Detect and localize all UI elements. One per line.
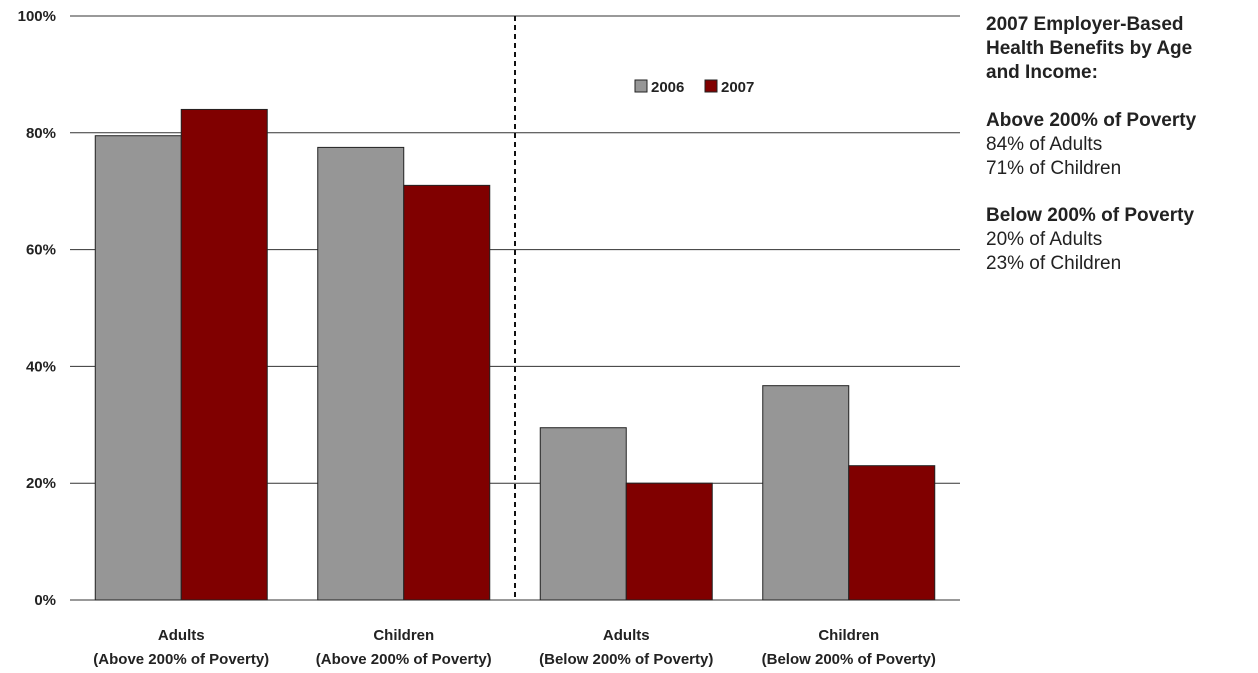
legend-swatch: [634, 79, 648, 93]
x-category-label-line: (Above 200% of Poverty): [93, 651, 269, 668]
side-panel-heading: 2007 Employer-Based Health Benefits by A…: [986, 14, 1193, 83]
bar-2007: [848, 465, 936, 601]
bar-2006: [762, 385, 850, 601]
bar-2006: [317, 146, 405, 601]
x-category-label: Children (Above 200% of Poverty): [316, 627, 492, 668]
group-title-above: Above 200% of Poverty: [986, 110, 1197, 131]
x-category-label: Adults (Below 200% of Poverty): [539, 627, 713, 668]
y-tick-label: 60%: [26, 242, 56, 259]
x-category-label-line: (Above 200% of Poverty): [316, 651, 492, 668]
side-panel-group-above: Above 200% of Poverty 84% of Adults 71% …: [986, 109, 1254, 181]
y-tick-label: 40%: [26, 358, 56, 375]
y-tick-label: 100%: [18, 8, 56, 25]
y-tick-label: 0%: [34, 592, 56, 609]
x-category-label-line: Adults: [603, 627, 650, 644]
y-tick-label: 80%: [26, 125, 56, 142]
legend-label: 2007: [721, 79, 754, 96]
bar-chart: 0% 20% 40% 60% 80% 100% Adults (Above 200% of P…: [18, 8, 960, 668]
group-line-adults-below: 20% of Adults: [986, 229, 1103, 250]
side-panel-group-below: Below 200% of Poverty 20% of Adults 23% …: [986, 204, 1254, 276]
group-line-children-above: 71% of Children: [986, 158, 1122, 179]
group-title-below: Below 200% of Poverty: [986, 205, 1195, 226]
x-category-label: Adults (Above 200% of Poverty): [93, 627, 269, 668]
y-tick-label: 20%: [26, 475, 56, 492]
x-category-label-line: Children: [818, 627, 879, 644]
bar-2007: [180, 108, 268, 601]
bar-2007: [625, 482, 713, 601]
bar-2007: [403, 184, 491, 601]
legend-label: 2006: [651, 79, 684, 96]
x-category-label-line: Adults: [158, 627, 205, 644]
group-line-children-below: 23% of Children: [986, 253, 1122, 274]
x-category-label: Children (Below 200% of Poverty): [762, 627, 936, 668]
legend-swatch: [704, 79, 718, 93]
group-line-adults-above: 84% of Adults: [986, 134, 1103, 155]
x-category-label-line: Children: [373, 627, 434, 644]
bar-2006: [539, 427, 627, 601]
bar-2006: [94, 135, 182, 601]
side-panel: 2007 Employer-Based Health Benefits by A…: [986, 13, 1254, 299]
x-category-label-line: (Below 200% of Poverty): [762, 651, 936, 668]
x-category-label-line: (Below 200% of Poverty): [539, 651, 713, 668]
